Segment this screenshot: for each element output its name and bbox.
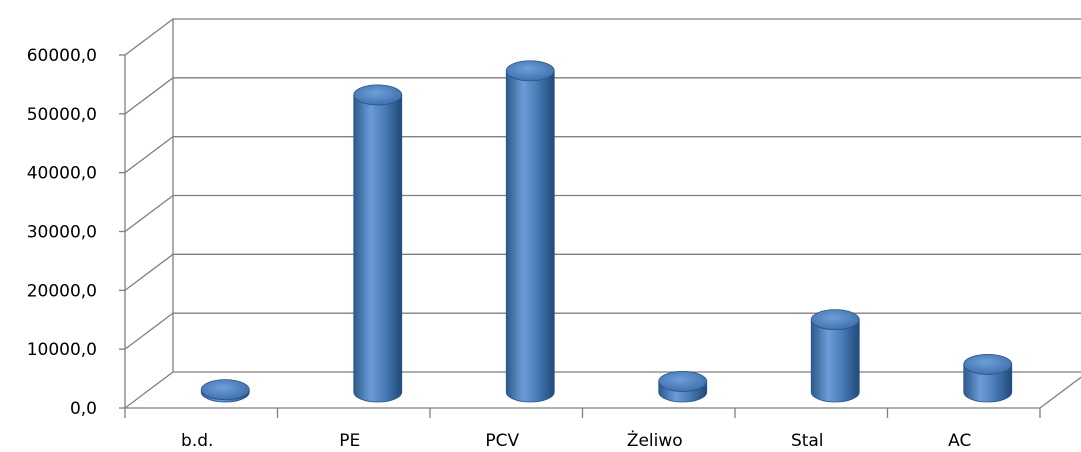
x-tick-label: Stal [791, 431, 824, 451]
bars [200, 60, 1013, 403]
y-tick-label: 0,0 [70, 399, 97, 419]
bar-PE [353, 84, 403, 403]
gridlines [124, 18, 1081, 409]
x-tick-label: PCV [485, 431, 519, 451]
y-tick-label: 60000,0 [27, 46, 97, 66]
y-tick-label: 40000,0 [27, 164, 97, 184]
gridline [124, 194, 1081, 233]
y-tick-label: 50000,0 [27, 105, 97, 125]
x-tick-label: PE [339, 431, 360, 451]
bar-cap [505, 60, 555, 82]
gridline [124, 312, 1081, 350]
bar-Stal [810, 309, 860, 403]
bar-body [810, 319, 860, 403]
gridline [124, 18, 1081, 56]
floor-right-edge [1039, 376, 1081, 409]
bar-cap [200, 379, 250, 401]
gridline [124, 136, 1081, 174]
y-tick-label: 30000,0 [27, 223, 97, 243]
x-tick-label: Żeliwo [627, 430, 683, 451]
bar-cap [810, 309, 860, 331]
bar-body [505, 70, 555, 403]
y-tick-label: 10000,0 [27, 340, 97, 360]
bar-cap [353, 84, 403, 106]
bar-body [353, 94, 403, 403]
bar-PCV [505, 60, 555, 403]
bar-Żeliwo [658, 371, 708, 403]
bar-cap [963, 353, 1013, 375]
gridline [124, 77, 1081, 115]
x-tick-labels: b.d. PE PCV Żeliwo Stal AC [181, 430, 971, 451]
y-tick-label: 20000,0 [27, 281, 97, 301]
gridline [124, 253, 1081, 291]
bar-AC [963, 353, 1013, 403]
bar-b.d. [200, 379, 250, 403]
bar-cap [658, 371, 708, 392]
gridline [124, 371, 1081, 409]
x-tick-label: AC [948, 431, 971, 451]
y-tick-labels: 0,0 10000,0 20000,0 30000,0 40000,0 50000,0 60… [27, 46, 97, 419]
axes [119, 19, 1081, 418]
x-tick-label: b.d. [181, 431, 213, 451]
